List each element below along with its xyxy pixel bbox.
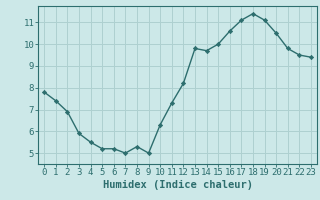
X-axis label: Humidex (Indice chaleur): Humidex (Indice chaleur) (103, 180, 252, 190)
